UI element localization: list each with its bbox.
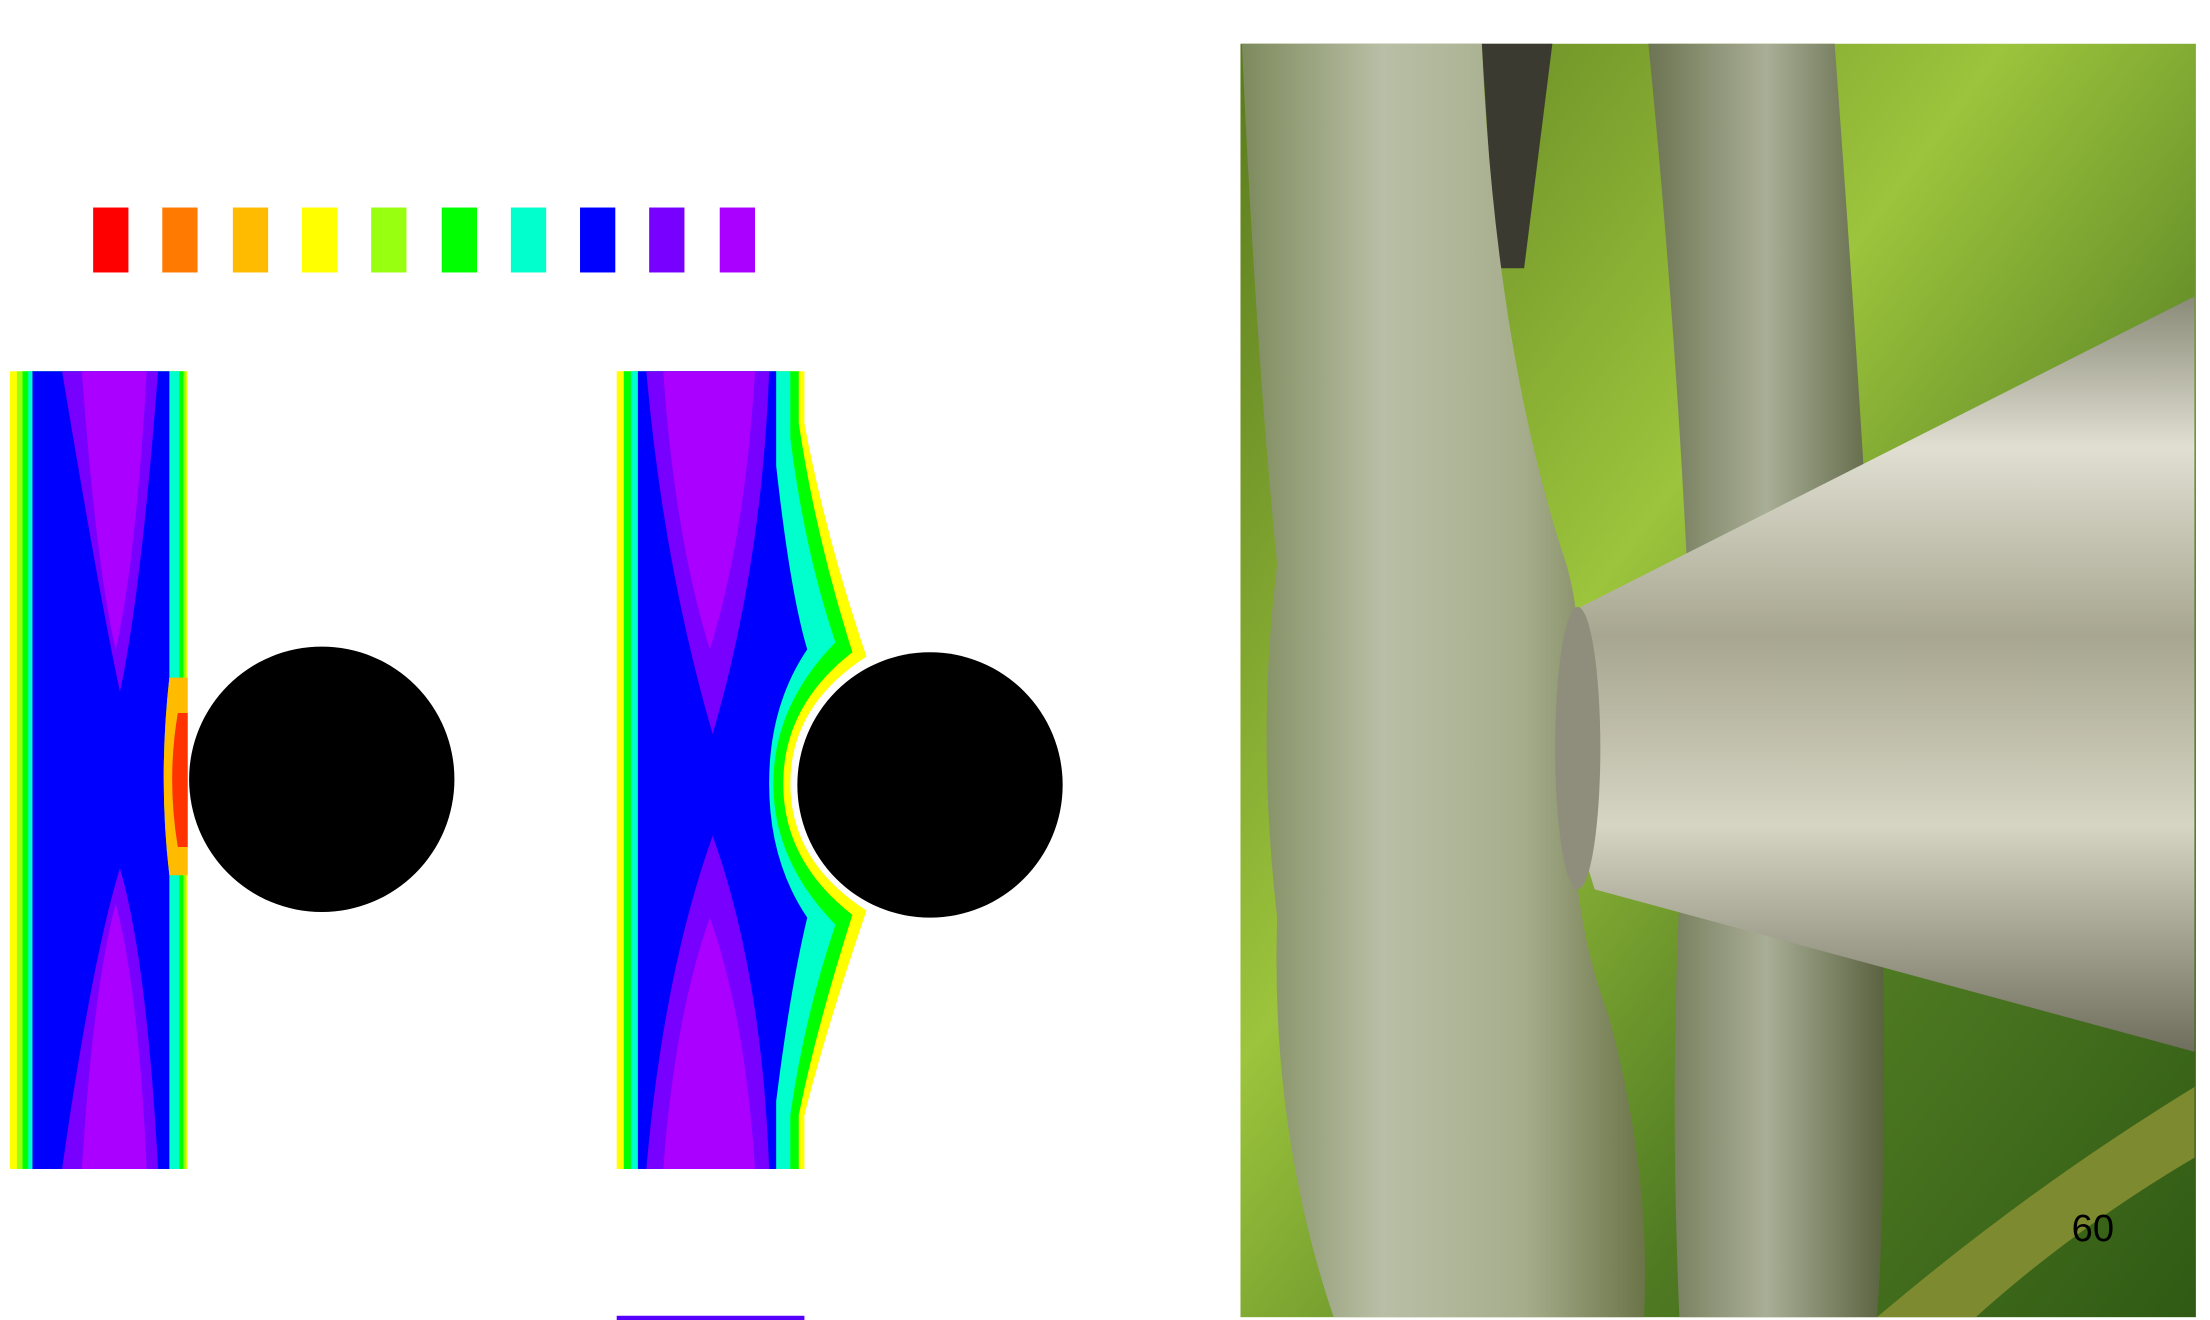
swatch <box>580 207 616 273</box>
swatch <box>649 207 685 273</box>
swatch <box>232 207 269 273</box>
photo-tree-and-pipe: 60 <box>1240 43 2196 1318</box>
page-number: 60 <box>2072 1208 2114 1250</box>
contour-plot-right <box>616 371 1063 1320</box>
swatch <box>371 207 407 273</box>
swatch <box>510 207 547 273</box>
contour-plot-left <box>9 371 455 1169</box>
swatch <box>302 207 338 273</box>
swatch <box>441 207 477 273</box>
swatch <box>162 207 198 273</box>
swatch <box>719 207 756 273</box>
swatch <box>93 207 129 273</box>
color-legend <box>93 207 756 273</box>
